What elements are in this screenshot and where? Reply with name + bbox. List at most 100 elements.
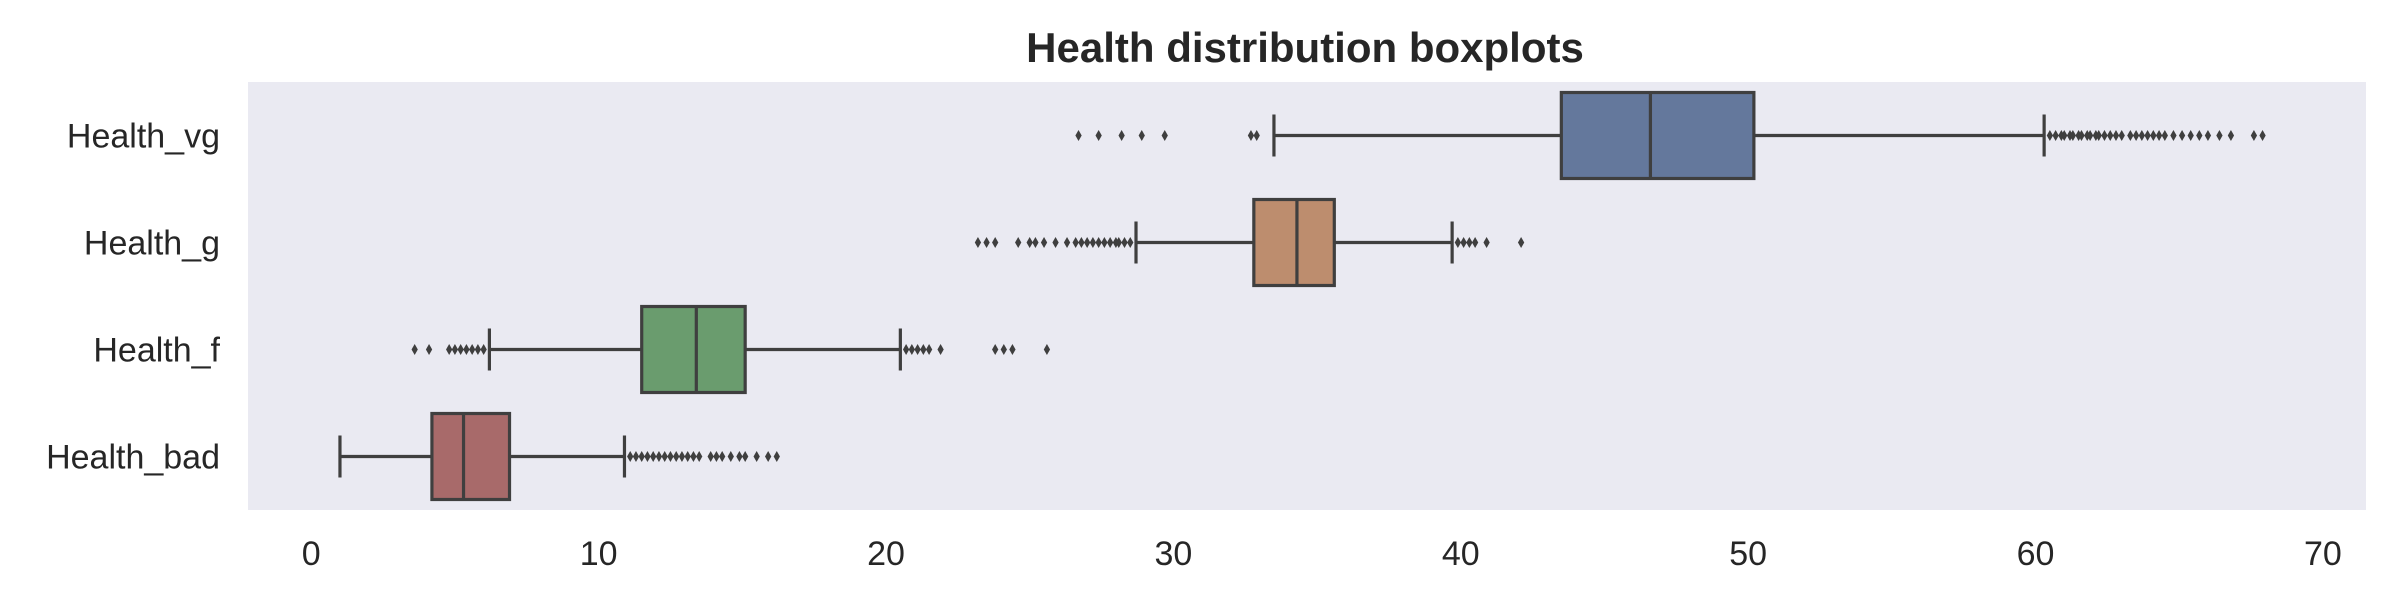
outlier-health-bad: [753, 451, 760, 462]
outlier-health-vg: [1138, 130, 1145, 141]
outlier-health-vg: [2052, 130, 2059, 141]
chart-title: Health distribution boxplots: [1026, 24, 1584, 71]
category-labels: Health_vg Health_g Health_f Health_bad: [46, 118, 220, 477]
outlier-health-f: [902, 344, 910, 355]
x-tick-label: 30: [1154, 535, 1192, 573]
outlier-health-bad: [696, 451, 703, 462]
outlier-health-vg: [2178, 130, 2186, 141]
outlier-health-vg: [1095, 130, 1102, 141]
outlier-health-vg: [2046, 130, 2054, 141]
outlier-health-vg: [2161, 130, 2168, 141]
plot-area: [248, 82, 2366, 510]
outlier-health-g: [1460, 237, 1467, 248]
outlier-health-g: [1032, 237, 1039, 248]
box-group-health-g: [974, 197, 1525, 288]
outlier-health-bad: [765, 451, 772, 462]
outlier-health-vg: [1253, 130, 1260, 141]
outlier-health-vg: [2095, 130, 2102, 141]
outlier-health-f: [908, 344, 916, 355]
outlier-health-bad: [719, 451, 726, 462]
outlier-health-g: [1095, 237, 1102, 248]
outlier-health-f: [1000, 344, 1007, 355]
outlier-health-bad: [713, 451, 720, 462]
outlier-health-bad: [627, 451, 634, 462]
outlier-health-f: [411, 344, 418, 355]
outlier-health-g: [1471, 237, 1479, 248]
box-health-f: [640, 304, 747, 395]
x-tick-labels: 0 10 20 30 40 50 60 70: [302, 535, 2342, 573]
box-health-bad: [430, 411, 512, 502]
outlier-health-g: [1101, 237, 1108, 248]
outlier-health-vg: [2132, 130, 2140, 141]
outlier-health-g: [1040, 237, 1048, 248]
outlier-health-bad: [667, 451, 674, 462]
outlier-health-f: [1043, 344, 1051, 355]
boxes-layer: [338, 90, 2266, 502]
outlier-health-g: [1106, 237, 1114, 248]
outlier-health-g: [1052, 237, 1059, 248]
outlier-health-vg: [2170, 130, 2177, 141]
outlier-health-vg: [2227, 130, 2235, 141]
outlier-health-g: [974, 237, 982, 248]
category-label-health-g: Health_g: [84, 225, 220, 263]
outlier-health-vg: [2204, 130, 2212, 141]
outlier-health-vg: [2196, 130, 2203, 141]
outlier-health-f: [451, 344, 459, 355]
outlier-health-f: [469, 344, 476, 355]
outlier-health-vg: [1161, 130, 1168, 141]
outlier-health-vg: [2061, 130, 2068, 141]
outlier-health-bad: [742, 451, 749, 462]
outlier-health-vg: [2187, 130, 2194, 141]
outlier-health-bad: [678, 451, 686, 462]
outlier-health-vg: [2250, 130, 2258, 141]
outlier-health-vg: [1118, 130, 1125, 141]
outlier-health-vg: [2069, 130, 2077, 141]
outlier-health-g: [992, 237, 999, 248]
outlier-health-bad: [727, 451, 734, 462]
box-group-health-bad: [338, 411, 780, 502]
outlier-health-g: [1483, 237, 1490, 248]
outlier-health-f: [992, 344, 999, 355]
category-label-health-vg: Health_vg: [67, 118, 220, 156]
outlier-health-g: [1015, 237, 1022, 248]
outlier-health-f: [425, 344, 433, 355]
outlier-health-g: [1084, 237, 1091, 248]
outlier-health-vg: [2150, 130, 2157, 141]
outlier-health-vg: [2101, 130, 2108, 141]
outlier-health-vg: [2107, 130, 2114, 141]
x-tick-label: 60: [2017, 535, 2055, 573]
box-group-health-f: [411, 304, 1051, 395]
outlier-health-vg: [1075, 130, 1082, 141]
outlier-health-g: [1089, 237, 1097, 248]
x-tick-label: 50: [1729, 535, 1767, 573]
outlier-health-vg: [2078, 130, 2085, 141]
x-tick-label: 10: [580, 535, 618, 573]
outlier-health-g: [1517, 237, 1525, 248]
outlier-health-g: [1466, 237, 1473, 248]
outlier-health-f: [920, 344, 927, 355]
outlier-health-g: [1121, 237, 1128, 248]
x-tick-label: 20: [867, 535, 905, 573]
outlier-health-vg: [2112, 130, 2120, 141]
outlier-health-f: [446, 344, 453, 355]
category-label-health-bad: Health_bad: [46, 439, 220, 477]
outlier-health-g: [1454, 237, 1462, 248]
outlier-health-f: [925, 344, 933, 355]
outlier-health-f: [457, 344, 464, 355]
outlier-health-bad: [773, 451, 780, 462]
outlier-health-vg: [2259, 130, 2266, 141]
outlier-health-vg: [2138, 130, 2145, 141]
outlier-health-vg: [2127, 130, 2134, 141]
outlier-health-g: [983, 237, 990, 248]
outlier-health-vg: [2155, 130, 2163, 141]
x-tick-label: 0: [302, 535, 321, 573]
outlier-health-g: [1063, 237, 1071, 248]
outlier-health-g: [1115, 237, 1122, 248]
outlier-health-f: [937, 344, 944, 355]
outlier-health-bad: [638, 451, 645, 462]
outlier-health-g: [1072, 237, 1079, 248]
box-group-health-vg: [1075, 90, 2266, 181]
outlier-health-vg: [1247, 130, 1255, 141]
outlier-health-bad: [673, 451, 680, 462]
